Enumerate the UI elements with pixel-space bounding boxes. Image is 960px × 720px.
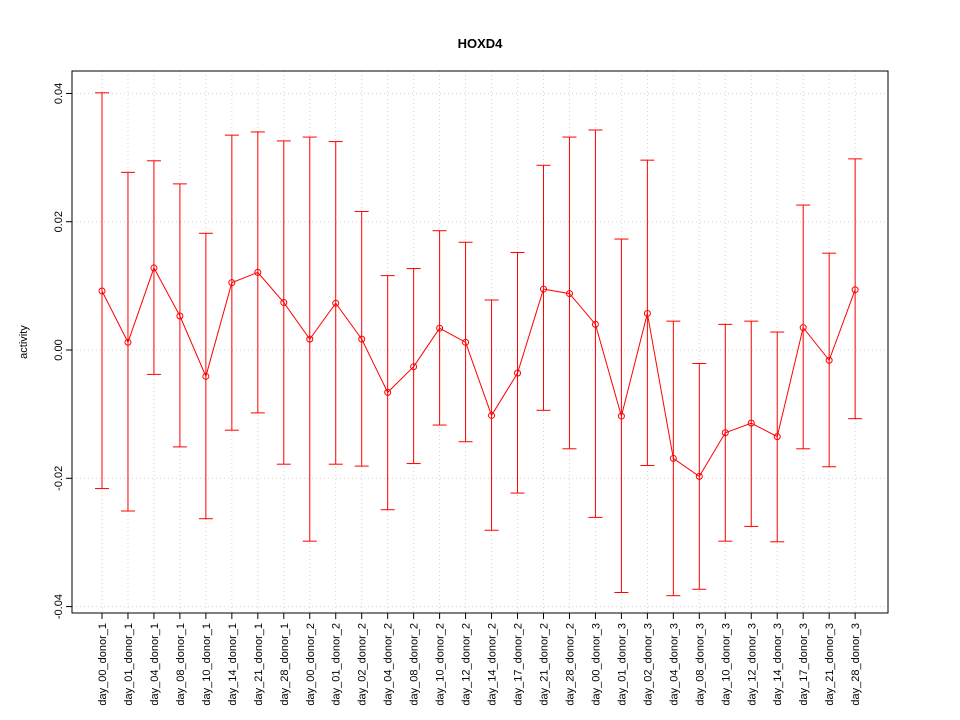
point-layer [98,264,859,480]
x-tick-label: day_10_donor_1 [201,623,213,706]
data-point [825,356,833,364]
data-point [462,338,470,346]
data-point [124,338,132,346]
x-tick-label: day_00_donor_3 [590,623,602,706]
plot-frame [71,70,889,614]
data-point [669,454,677,462]
x-tick-label: day_14_donor_1 [227,623,239,706]
series-line [101,266,856,478]
chart-title: HOXD4 [458,36,504,51]
x-tick-label: day_04_donor_1 [149,623,161,706]
x-tick-label: day_17_donor_3 [798,623,810,706]
x-tick-label: day_04_donor_2 [383,623,395,706]
data-point [617,412,625,420]
x-tick-label: day_17_donor_2 [513,623,525,706]
x-tick-label: day_08_donor_2 [409,623,421,706]
data-point [228,279,236,287]
data-point [591,320,599,328]
errorbar-layer [95,92,863,597]
y-tick-label: -0.02 [53,466,65,491]
x-tick-label: day_08_donor_1 [175,623,187,706]
y-tick-label: 0.00 [53,339,65,360]
x-tick-label: day_21_donor_2 [538,623,550,706]
x-tick-label: day_28_donor_1 [279,623,291,706]
x-tick-label: day_21_donor_3 [824,623,836,706]
data-point [799,324,807,332]
y-axis-label: activity [18,325,30,359]
x-tick-label: day_02_donor_3 [642,623,654,706]
data-point [306,335,314,343]
error-bar [848,158,863,420]
data-point [565,290,573,298]
x-tick-label: day_28_donor_2 [564,623,576,706]
x-tick-label: day_12_donor_3 [746,623,758,706]
y-tick-label: 0.02 [53,211,65,232]
data-point [410,363,418,371]
x-tick-label: day_10_donor_2 [435,623,447,706]
x-tick-label: day_01_donor_2 [331,623,343,706]
data-point [202,372,210,380]
x-tick-label: day_04_donor_3 [668,623,680,706]
x-tick-label: day_00_donor_2 [305,623,317,706]
data-point [851,286,859,294]
data-point [332,299,340,307]
y-tick-label: 0.04 [53,83,65,104]
data-point [488,411,496,419]
x-tick-label: day_08_donor_3 [694,623,706,706]
data-point [254,268,262,276]
error-bar [562,136,577,450]
data-point [436,324,444,332]
data-point [643,309,651,317]
line-layer [101,266,856,478]
data-point [358,335,366,343]
axis-layer: day_00_donor_1 day_01_donor_1 day_04_donor… [53,83,862,706]
y-tick-label: -0.04 [53,594,65,619]
x-tick-label: day_01_donor_1 [123,623,135,706]
data-point [384,388,392,396]
error-bar [536,164,551,411]
data-point [514,369,522,377]
error-bar [744,320,759,527]
x-tick-label: day_14_donor_3 [772,623,784,706]
data-point [721,429,729,437]
x-tick-label: day_14_donor_2 [487,623,499,706]
data-point [773,433,781,441]
error-bar [640,159,655,466]
x-tick-label: day_28_donor_3 [850,623,862,706]
data-point [150,264,158,272]
data-point [176,312,184,320]
x-tick-label: day_12_donor_2 [461,623,473,706]
data-point [539,285,547,293]
x-tick-label: day_21_donor_1 [253,623,265,706]
data-point [747,419,755,427]
x-tick-label: day_00_donor_1 [97,623,109,706]
error-bar [95,92,109,490]
data-point [280,299,288,307]
data-point [695,472,703,480]
x-tick-label: day_01_donor_3 [616,623,628,706]
x-tick-label: day_10_donor_3 [720,623,732,706]
data-point [98,287,106,295]
grid-layer [72,71,888,613]
x-tick-label: day_02_donor_2 [357,623,369,706]
